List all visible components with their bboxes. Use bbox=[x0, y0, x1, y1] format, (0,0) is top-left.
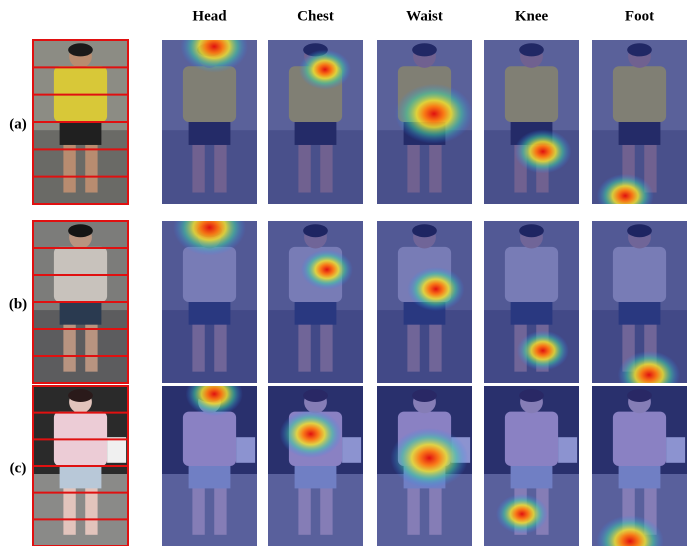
blue-overlay bbox=[484, 40, 579, 204]
heatmap-image bbox=[592, 386, 687, 546]
heat-blob bbox=[596, 173, 654, 204]
heatmap-image bbox=[268, 40, 363, 204]
heatmap-image bbox=[162, 221, 257, 383]
heat-blob bbox=[173, 221, 246, 256]
column-header: Chest bbox=[297, 8, 334, 24]
heat-blob bbox=[185, 386, 243, 416]
heat-blob bbox=[279, 410, 342, 458]
heat-blob bbox=[180, 40, 249, 73]
striped-image bbox=[32, 385, 129, 546]
heatmap-image bbox=[377, 386, 472, 546]
hair bbox=[68, 224, 93, 238]
heatmap-image bbox=[268, 386, 363, 546]
heat-blob bbox=[299, 49, 351, 90]
row-label: (a) bbox=[9, 117, 27, 133]
heat-blob bbox=[516, 330, 569, 371]
heatmap-image bbox=[268, 221, 363, 383]
heat-blob bbox=[395, 83, 472, 144]
shorts bbox=[59, 298, 102, 325]
shorts bbox=[59, 462, 102, 489]
bag bbox=[107, 437, 127, 463]
heat-blob bbox=[617, 350, 681, 383]
hair bbox=[68, 389, 93, 402]
heat-blob bbox=[407, 267, 465, 312]
heatmap-image bbox=[377, 221, 472, 383]
heatmap-image bbox=[592, 221, 687, 383]
heatmap-image bbox=[484, 221, 579, 383]
column-header: Head bbox=[192, 8, 227, 24]
striped-image bbox=[32, 39, 129, 205]
row-label: (b) bbox=[9, 297, 27, 313]
heat-blob bbox=[514, 129, 572, 174]
column-header: Foot bbox=[625, 8, 654, 24]
blue-overlay bbox=[268, 386, 363, 546]
heatmap-image bbox=[592, 40, 687, 204]
blue-overlay bbox=[592, 40, 687, 204]
blue-overlay bbox=[268, 221, 363, 383]
heat-blob bbox=[596, 515, 664, 546]
heatmap-image bbox=[484, 386, 579, 546]
heat-blob bbox=[390, 428, 469, 488]
shorts bbox=[59, 118, 102, 145]
hair bbox=[68, 43, 93, 57]
column-header: Waist bbox=[406, 8, 443, 24]
heat-blob bbox=[496, 494, 548, 534]
heatmap-image bbox=[484, 40, 579, 204]
heatmap-image bbox=[162, 386, 257, 546]
column-header: Knee bbox=[515, 8, 549, 24]
heatmap-image bbox=[377, 40, 472, 204]
heatmap-image bbox=[162, 40, 257, 204]
row-label: (c) bbox=[10, 461, 27, 477]
heat-blob bbox=[300, 249, 353, 290]
striped-image bbox=[32, 220, 129, 384]
